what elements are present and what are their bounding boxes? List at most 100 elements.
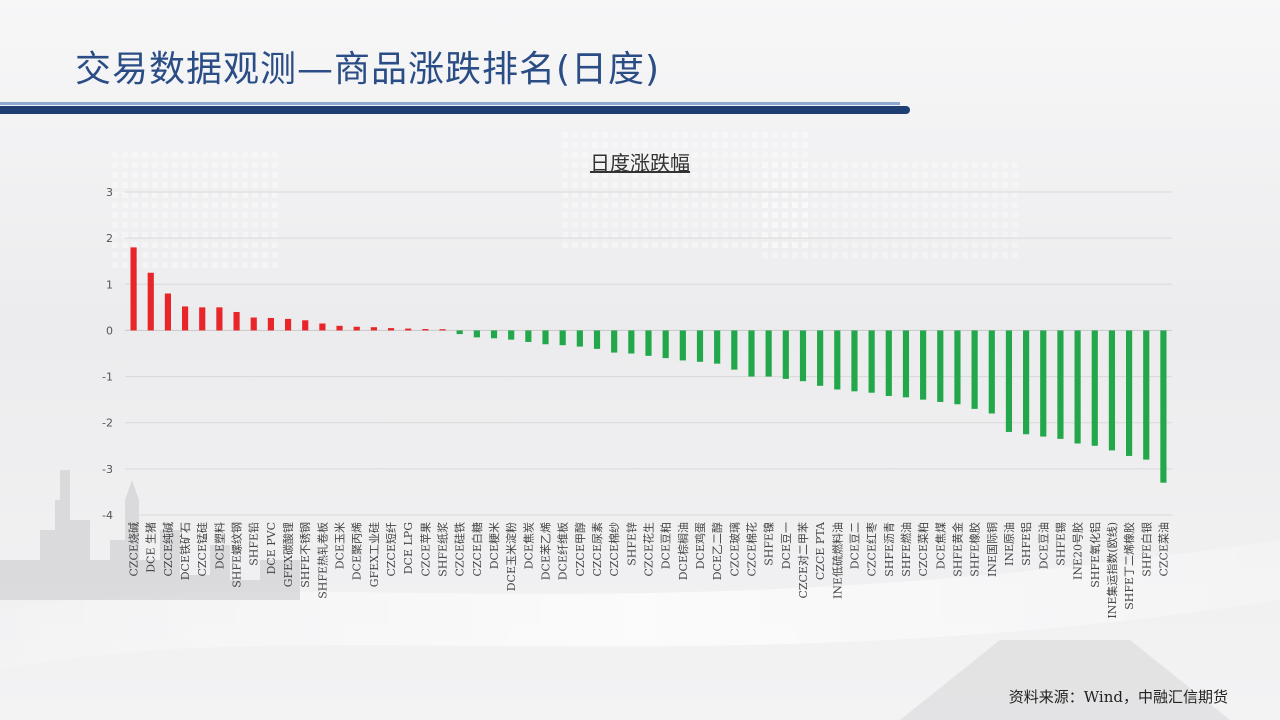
bar — [799, 330, 807, 382]
x-tick-label: DCE苯乙烯 — [539, 522, 553, 580]
bar — [1074, 330, 1081, 444]
x-tick-label: DCE PVC — [265, 522, 278, 575]
y-tick-label: -1 — [102, 371, 113, 384]
x-tick-label: SHFE燃油 — [899, 522, 913, 577]
x-tick-label: SHFE不锈钢 — [299, 522, 312, 588]
bar — [456, 330, 463, 335]
bar — [336, 325, 343, 331]
x-tick-label: DCE乙二醇 — [710, 522, 724, 580]
x-tick-label: CZCE PTA — [814, 521, 827, 580]
x-tick-label: CZCE菜粕 — [916, 522, 930, 577]
bar — [439, 329, 446, 331]
bar — [645, 330, 652, 356]
bar — [250, 317, 257, 331]
title-underline-accent — [0, 102, 900, 105]
bar — [593, 330, 601, 349]
bar — [1160, 330, 1167, 483]
x-tick-label: SHFE白银 — [1139, 522, 1153, 577]
bar — [1108, 330, 1116, 451]
bar — [731, 330, 738, 370]
x-tick-label: CZCE苹果 — [418, 522, 432, 577]
bar — [851, 330, 858, 392]
x-tick-label: DCE塑料 — [212, 522, 226, 569]
bar — [765, 330, 772, 377]
x-tick-label: INE20号胶 — [1071, 522, 1085, 580]
x-tick-label: DCE铁矿石 — [179, 522, 192, 580]
bar — [559, 330, 566, 346]
bar — [216, 307, 223, 331]
x-tick-label: CZCE锰硅 — [195, 522, 209, 577]
x-tick-label: INE原油 — [1002, 522, 1016, 566]
bar — [319, 323, 326, 331]
bar — [422, 329, 429, 331]
bar — [782, 330, 789, 379]
x-tick-label: CZCE纯碱 — [162, 522, 175, 577]
bar — [988, 330, 995, 414]
bar — [147, 272, 154, 331]
x-tick-label: CZCE短纤 — [384, 522, 398, 577]
x-tick-label: SHFE黄金 — [950, 522, 964, 577]
x-tick-label: CZCE棉纱 — [607, 522, 621, 577]
bar — [267, 317, 274, 331]
x-tick-label: INE低硫燃料油 — [830, 522, 844, 599]
x-tick-label: DCE豆一 — [780, 522, 793, 569]
y-tick-label: 0 — [106, 324, 113, 337]
x-tick-label: DCE豆粕 — [659, 522, 673, 569]
x-tick-label: SHFE氧化铝 — [1088, 522, 1102, 588]
bar — [473, 330, 480, 338]
bar — [937, 330, 944, 402]
bar — [662, 330, 669, 359]
bar — [181, 306, 189, 331]
x-tick-label: CZCE烧碱 — [128, 522, 141, 577]
y-tick-label: -4 — [102, 509, 113, 522]
x-tick-label: INE集运指数(欧线) — [1105, 522, 1119, 619]
x-tick-label: CZCE甲醇 — [573, 522, 587, 577]
x-tick-label: CZCE红枣 — [866, 522, 879, 577]
bar — [1057, 330, 1064, 439]
x-tick-label: SHFE丁二烯橡胶 — [1122, 522, 1136, 610]
x-tick-label: CZCE白糖 — [470, 522, 484, 577]
x-tick-label: CZCE棉花 — [744, 522, 758, 577]
x-tick-label: GFEX碳酸锂 — [281, 522, 295, 587]
bar — [1091, 330, 1098, 446]
bar — [902, 330, 910, 398]
bar — [130, 247, 137, 331]
x-tick-label: DCE棕榈油 — [676, 522, 690, 580]
x-tick-label: GFEX工业硅 — [368, 522, 381, 587]
bar — [971, 330, 978, 409]
y-tick-label: 2 — [106, 232, 113, 245]
chart-title: 日度涨跌幅 — [590, 151, 690, 175]
x-tick-label: SHFE铝 — [1019, 522, 1033, 566]
bar — [353, 326, 360, 331]
bar — [885, 330, 892, 396]
bar — [679, 330, 686, 361]
bar — [954, 330, 961, 405]
x-tick-label: DCE粳米 — [487, 522, 501, 569]
x-tick-label: SHFE铅 — [247, 522, 261, 566]
bar — [748, 330, 755, 377]
bar — [164, 293, 171, 331]
bar — [525, 330, 532, 342]
y-tick-label: -2 — [102, 417, 113, 430]
bar — [868, 330, 875, 393]
x-tick-label: SHFE锌 — [624, 522, 638, 566]
x-tick-label: CZCE花生 — [642, 522, 656, 577]
y-tick-label: 1 — [106, 278, 113, 291]
x-tick-label: SHFE热轧卷板 — [315, 522, 329, 599]
bar — [387, 328, 395, 331]
x-tick-label: DCE焦煤 — [934, 522, 947, 569]
bar — [834, 330, 841, 390]
bar — [817, 330, 824, 386]
x-tick-label: CZCE尿素 — [591, 522, 604, 577]
x-tick-label: DCE 生猪 — [144, 522, 158, 573]
x-tick-label: SHFE螺纹钢 — [230, 522, 244, 588]
x-tick-label: DCE玉米 — [334, 522, 347, 569]
x-tick-label: CZCE硅铁 — [454, 522, 467, 577]
x-tick-label: DCE焦炭 — [522, 522, 535, 569]
bar — [576, 330, 583, 347]
x-tick-label: SHFE橡胶 — [968, 522, 982, 577]
x-tick-label: DCE聚丙烯 — [351, 522, 364, 580]
bar — [542, 330, 549, 345]
slide-title: 交易数据观测—商品涨跌排名(日度) — [75, 49, 661, 90]
